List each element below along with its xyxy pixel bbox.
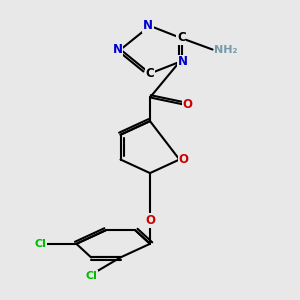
Text: Cl: Cl xyxy=(85,271,97,281)
Text: C: C xyxy=(146,67,154,80)
Text: O: O xyxy=(145,214,155,227)
Text: NH₂: NH₂ xyxy=(214,44,238,55)
Text: N: N xyxy=(177,56,188,68)
Text: N: N xyxy=(143,20,153,32)
Text: N: N xyxy=(112,43,123,56)
Text: Cl: Cl xyxy=(34,239,46,249)
Text: C: C xyxy=(177,31,186,44)
Text: O: O xyxy=(179,153,189,166)
Text: O: O xyxy=(182,98,193,111)
